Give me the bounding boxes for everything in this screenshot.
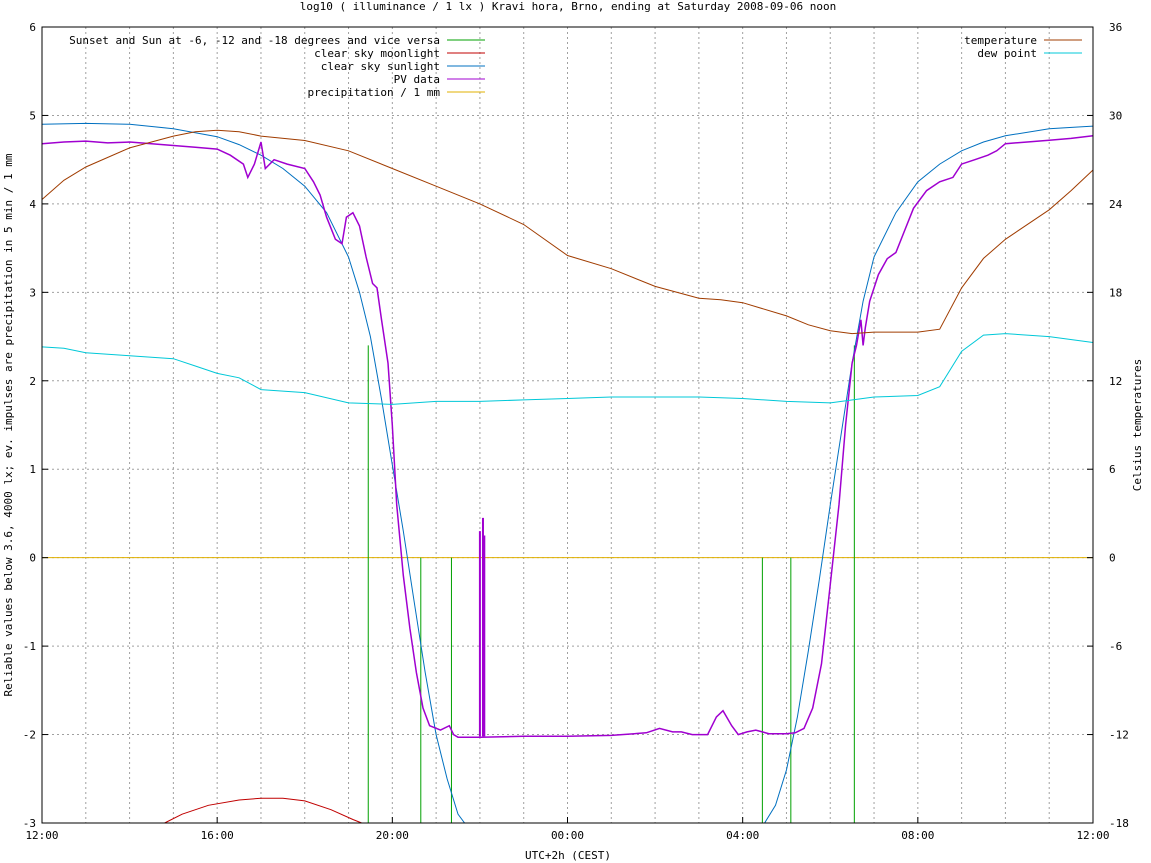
y2-tick-label: 36 <box>1109 21 1122 34</box>
x-tick-label: 04:00 <box>726 829 759 842</box>
y2-tick-label: 12 <box>1109 375 1122 388</box>
y-tick-label: 0 <box>29 552 36 565</box>
y-tick-label: 6 <box>29 21 36 34</box>
y2-tick-label: 24 <box>1109 198 1123 211</box>
y-axis-label: Reliable values below 3.6, 4000 lx; ev. … <box>2 153 15 696</box>
legend-label: PV data <box>394 73 440 86</box>
series-line-clear-sky-moonlight <box>164 797 362 824</box>
y2-tick-label: -18 <box>1109 817 1129 830</box>
y2-axis-label: Celsius temperatures <box>1131 359 1144 491</box>
x-tick-label: 20:00 <box>376 829 409 842</box>
y-tick-label: -3 <box>23 817 36 830</box>
x-tick-label: 12:00 <box>25 829 58 842</box>
y2-tick-label: -6 <box>1109 640 1122 653</box>
x-tick-label: 08:00 <box>901 829 934 842</box>
legend-left: Sunset and Sun at -6, -12 and -18 degree… <box>69 34 485 99</box>
legend-label: clear sky sunlight <box>321 60 440 73</box>
series-line-clear-sky-sunlight <box>41 122 1094 824</box>
legend-label: dew point <box>977 47 1037 60</box>
grid-lines <box>42 27 1093 823</box>
y-tick-label: -1 <box>23 640 36 653</box>
y2-tick-label: 30 <box>1109 109 1122 122</box>
legend-label: clear sky moonlight <box>314 47 440 60</box>
y-axis-ticks: -3 -2 -1 0 1 2 3 4 5 6 <box>23 21 48 830</box>
legend-label: temperature <box>964 34 1037 47</box>
chart-title: log10 ( illuminance / 1 lx ) Kravi hora,… <box>300 0 836 13</box>
legend-label: precipitation / 1 mm <box>308 86 441 99</box>
y-tick-label: -2 <box>23 729 36 742</box>
y-tick-label: 1 <box>29 463 36 476</box>
y-tick-label: 4 <box>29 198 36 211</box>
x-axis-ticks: 12:00 16:00 20:00 00:00 04:00 08:00 12:00 <box>25 817 1110 842</box>
y2-tick-label: 18 <box>1109 286 1122 299</box>
y-tick-label: 2 <box>29 375 36 388</box>
y2-tick-label: 6 <box>1109 463 1116 476</box>
plot-series <box>41 122 1094 824</box>
x-tick-label: 16:00 <box>201 829 234 842</box>
x-tick-label: 12:00 <box>1076 829 1109 842</box>
y2-tick-label: -12 <box>1109 729 1129 742</box>
x-axis-label: UTC+2h (CEST) <box>525 849 611 862</box>
series-line-temperature <box>41 129 1094 335</box>
y-tick-label: 3 <box>29 286 36 299</box>
y2-axis-ticks: -18 -12 -6 0 6 12 18 24 30 36 <box>1087 21 1129 830</box>
legend-label: Sunset and Sun at -6, -12 and -18 degree… <box>69 34 440 47</box>
y2-tick-label: 0 <box>1109 552 1116 565</box>
y-tick-label: 5 <box>29 109 36 122</box>
x-tick-label: 00:00 <box>551 829 584 842</box>
series-line-dew-point <box>41 333 1094 405</box>
series-line-PV-data <box>41 135 1094 738</box>
